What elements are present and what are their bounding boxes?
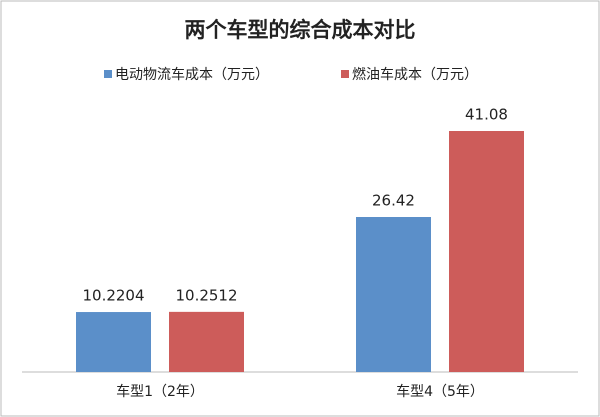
x-tick-label: 车型1（2年） [116, 383, 204, 400]
data-label: 10.2512 [175, 286, 237, 304]
x-tick-label: 车型4（5年） [396, 383, 484, 400]
bar [356, 217, 431, 372]
data-label: 10.2204 [82, 287, 144, 305]
legend-label: 电动物流车成本（万元） [115, 66, 269, 83]
chart-title: 两个车型的综合成本对比 [185, 18, 416, 42]
data-label: 41.08 [465, 106, 508, 124]
legend-swatch [104, 70, 112, 78]
legend-label: 燃油车成本（万元） [352, 66, 478, 83]
bar [76, 312, 151, 372]
bar [449, 131, 524, 372]
bar [169, 311, 244, 372]
legend-swatch [341, 70, 349, 78]
data-label: 26.42 [372, 192, 415, 210]
